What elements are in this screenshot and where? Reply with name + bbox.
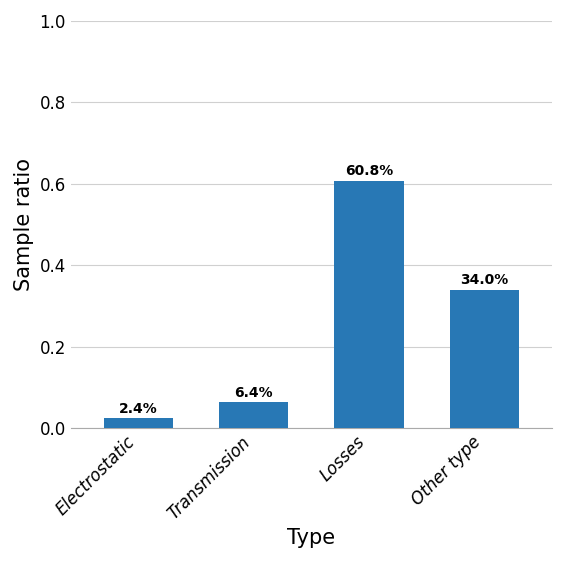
Y-axis label: Sample ratio: Sample ratio xyxy=(14,158,34,291)
Bar xyxy=(335,180,404,428)
Text: 60.8%: 60.8% xyxy=(345,164,393,178)
Text: 34.0%: 34.0% xyxy=(460,273,508,287)
Text: 2.4%: 2.4% xyxy=(119,402,158,416)
X-axis label: Type: Type xyxy=(288,528,336,548)
Bar xyxy=(104,419,173,428)
Text: 6.4%: 6.4% xyxy=(234,386,273,400)
Bar xyxy=(450,290,519,428)
Bar xyxy=(219,402,288,428)
